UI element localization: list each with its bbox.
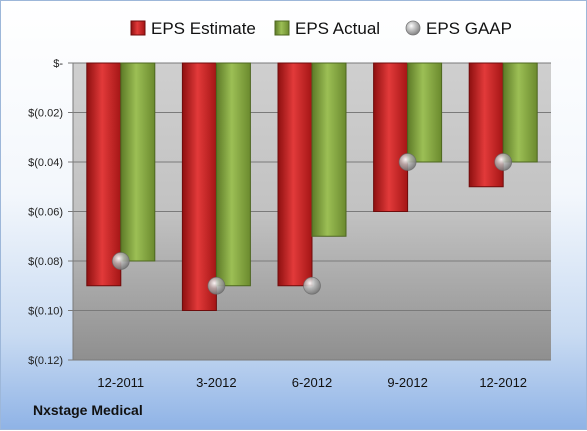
x-tick-label: 12-2011: [97, 375, 144, 390]
x-tick-label: 3-2012: [196, 375, 236, 390]
legend-label: EPS Estimate: [151, 19, 256, 38]
eps-actual-bar: [311, 62, 347, 237]
eps-estimate-bar: [373, 62, 409, 212]
eps-actual-bar: [215, 62, 251, 287]
eps-estimate-bar: [86, 62, 122, 287]
eps-gaap-marker: [494, 153, 513, 171]
eps-actual-bar: [502, 62, 538, 163]
legend-estimate-swatch: [130, 20, 146, 36]
eps-gaap-marker: [303, 276, 321, 295]
eps-gaap-marker: [111, 252, 130, 270]
legend: EPS Estimate EPS Actual EPS GAAP: [130, 19, 512, 38]
y-tick-label: $(0.12): [28, 355, 63, 367]
legend-actual-swatch: [274, 20, 290, 36]
y-tick-label: $-: [53, 58, 63, 70]
legend-gaap-swatch: [405, 20, 421, 36]
y-tick-label: $(0.10): [28, 306, 63, 318]
x-tick-label: 12-2012: [479, 375, 527, 390]
legend-label: EPS Actual: [295, 19, 380, 38]
y-tick-label: $(0.02): [28, 108, 63, 120]
eps-gaap-marker: [398, 153, 417, 171]
company-name: Nxstage Medical: [33, 402, 143, 418]
legend-label: EPS GAAP: [426, 19, 512, 38]
eps-estimate-bar: [181, 62, 217, 311]
eps-estimate-bar: [277, 62, 313, 287]
y-tick-label: $(0.08): [28, 256, 63, 268]
y-tick-label: $(0.06): [28, 207, 63, 219]
x-tick-label: 9-2012: [387, 375, 427, 390]
x-tick-label: 6-2012: [292, 375, 332, 390]
y-tick-label: $(0.04): [28, 157, 63, 169]
eps-gaap-marker: [207, 276, 226, 295]
eps-actual-bar: [407, 62, 443, 163]
eps-actual-bar: [120, 62, 156, 262]
